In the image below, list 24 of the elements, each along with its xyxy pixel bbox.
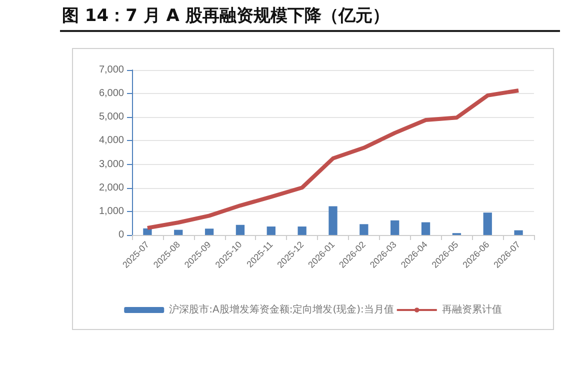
y-tick-label: 6,000 bbox=[98, 88, 124, 100]
y-tick-label: 0 bbox=[118, 230, 124, 240]
line-series bbox=[145, 88, 521, 230]
y-tick-label: 3,000 bbox=[98, 158, 124, 170]
bar bbox=[390, 220, 400, 235]
y-tick-label: 2,000 bbox=[98, 182, 124, 194]
y-tick-label: 7,000 bbox=[98, 64, 124, 76]
bar bbox=[514, 230, 523, 235]
y-tick-label: 1,000 bbox=[98, 206, 124, 217]
bar bbox=[328, 206, 338, 235]
chart-title: 图 14：7 月 A 股再融资规模下降（亿元） bbox=[62, 5, 390, 27]
bar bbox=[204, 228, 214, 235]
legend-label: 再融资累计值 bbox=[442, 304, 502, 316]
legend-label: 沪深股市:A股增发筹资金额:定向增发(现金):当月值 bbox=[169, 304, 394, 316]
bar bbox=[421, 222, 430, 235]
bar bbox=[266, 226, 276, 235]
bar bbox=[360, 224, 368, 235]
y-tick-label: 5,000 bbox=[98, 112, 124, 123]
y-tick-label: 4,000 bbox=[98, 135, 124, 146]
bar bbox=[298, 226, 306, 235]
bar bbox=[483, 212, 492, 235]
bar bbox=[236, 224, 245, 235]
bar bbox=[143, 228, 152, 235]
bar bbox=[174, 230, 183, 235]
